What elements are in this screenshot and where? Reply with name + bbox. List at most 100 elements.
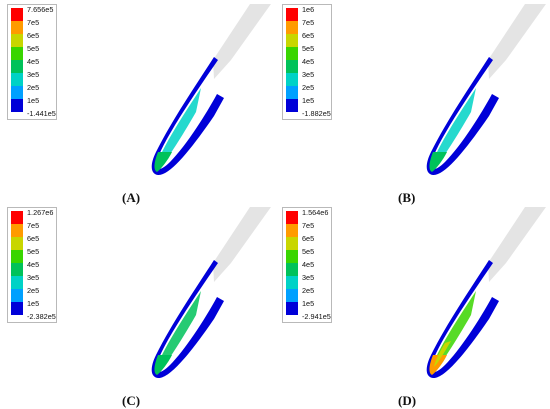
legend-value-label: 3e5 — [302, 273, 315, 282]
stress-tip-region — [154, 355, 172, 375]
legend-value-label: -2.941e5 — [302, 312, 331, 321]
legend-value-label: 7e5 — [302, 221, 315, 230]
legend-value-label: -1.441e5 — [27, 109, 56, 118]
stress-band — [158, 291, 201, 371]
grey-extension-region — [213, 207, 271, 282]
legend-value-label: 5e5 — [27, 247, 40, 256]
stress-tip-region — [429, 355, 447, 375]
legend-value-label: 1.564e6 — [302, 208, 329, 217]
legend-swatch — [286, 34, 298, 47]
legend-value-label: 6e5 — [302, 234, 315, 243]
stress-band — [158, 88, 201, 168]
legend-swatch — [11, 237, 23, 250]
legend-color-bar — [11, 8, 23, 112]
stress-contour-plot — [426, 207, 546, 379]
legend-swatch — [286, 263, 298, 276]
legend-value-label: 7.656e5 — [27, 5, 54, 14]
panel-c: 1.267e6 7e5 6e5 5e5 4e5 3e5 2e5 1e5 -2.382e5 — [0, 203, 275, 406]
legend-value-label: 1e5 — [302, 299, 315, 308]
legend-value-label: 3e5 — [27, 273, 40, 282]
legend-swatch — [11, 60, 23, 73]
legend-swatch — [11, 73, 23, 86]
legend-value-label: 7e5 — [302, 18, 315, 27]
body-outline — [151, 57, 224, 176]
legend-swatch — [11, 211, 23, 224]
legend-value-label: 4e5 — [302, 57, 315, 66]
stress-band — [433, 88, 476, 168]
legend-swatch — [286, 99, 298, 112]
stress-contour-plot — [151, 4, 271, 176]
legend-swatch — [11, 34, 23, 47]
legend-value-label: 4e5 — [27, 260, 40, 269]
legend-value-label: 6e5 — [302, 31, 315, 40]
legend-value-label: 5e5 — [27, 44, 40, 53]
grey-extension-region — [488, 4, 546, 79]
legend-swatch — [11, 8, 23, 21]
grey-extension-region — [213, 4, 271, 79]
body-outline — [426, 57, 499, 176]
legend-swatch — [11, 47, 23, 60]
color-legend: 1e6 7e5 6e5 5e5 4e5 3e5 2e5 1e5 -1.882e5 — [282, 4, 332, 120]
legend-value-label: 7e5 — [27, 18, 40, 27]
legend-value-label: 1.267e6 — [27, 208, 54, 217]
legend-value-label: 2e5 — [302, 286, 315, 295]
legend-value-label: 5e5 — [302, 44, 315, 53]
panel-label: (C) — [122, 393, 141, 408]
legend-swatch — [286, 21, 298, 34]
legend-value-label: 1e5 — [27, 299, 40, 308]
legend-value-label: -1.882e5 — [302, 109, 331, 118]
legend-swatch — [11, 302, 23, 315]
legend-value-label: 3e5 — [302, 70, 315, 79]
legend-swatch — [286, 73, 298, 86]
legend-swatch — [11, 99, 23, 112]
legend-swatch — [286, 211, 298, 224]
legend-swatch — [11, 289, 23, 302]
legend-value-label: 1e6 — [302, 5, 315, 14]
legend-swatch — [286, 60, 298, 73]
legend-swatch — [286, 47, 298, 60]
legend-value-label: 6e5 — [27, 234, 40, 243]
legend-value-label: 1e5 — [302, 96, 315, 105]
legend-value-label: 4e5 — [302, 260, 315, 269]
legend-value-label: 2e5 — [302, 83, 315, 92]
legend-swatch — [286, 250, 298, 263]
panel-label: (A) — [122, 190, 141, 205]
panel-b: 1e6 7e5 6e5 5e5 4e5 3e5 2e5 1e5 -1.882e5 — [275, 0, 550, 203]
stress-contour-plot — [426, 4, 546, 176]
stress-contour-plot — [151, 207, 271, 379]
panel-label: (D) — [398, 393, 417, 408]
legend-color-bar — [286, 211, 298, 315]
legend-swatch — [286, 224, 298, 237]
legend-value-label: 2e5 — [27, 286, 40, 295]
grey-extension-region — [488, 207, 546, 282]
legend-swatch — [286, 237, 298, 250]
legend-swatch — [286, 8, 298, 21]
legend-swatch — [11, 263, 23, 276]
legend-swatch — [286, 289, 298, 302]
high-stress-region — [434, 341, 451, 367]
legend-swatch — [286, 302, 298, 315]
legend-value-label: 4e5 — [27, 57, 40, 66]
legend-swatch — [286, 276, 298, 289]
legend-value-label: 6e5 — [27, 31, 40, 40]
legend-color-bar — [11, 211, 23, 315]
legend-color-bar — [286, 8, 298, 112]
stress-tip-region — [429, 152, 447, 172]
legend-value-label: 5e5 — [302, 247, 315, 256]
panel-a: 7.656e5 7e5 6e5 5e5 4e5 3e5 2e5 1e5 -1.441e5 — [0, 0, 275, 203]
legend-swatch — [11, 86, 23, 99]
legend-value-label: 2e5 — [27, 83, 40, 92]
stress-tip-region — [154, 152, 172, 172]
body-outline — [426, 260, 499, 379]
legend-swatch — [11, 21, 23, 34]
legend-value-label: 3e5 — [27, 70, 40, 79]
color-legend: 7.656e5 7e5 6e5 5e5 4e5 3e5 2e5 1e5 -1.441e5 — [7, 4, 57, 120]
legend-value-label: -2.382e5 — [27, 312, 56, 321]
body-outline — [151, 260, 224, 379]
legend-swatch — [11, 224, 23, 237]
legend-swatch — [286, 86, 298, 99]
legend-swatch — [11, 250, 23, 263]
legend-value-label: 1e5 — [27, 96, 40, 105]
panel-d: 1.564e6 7e5 6e5 5e5 4e5 3e5 2e5 1e5 -2.941e5 — [275, 203, 550, 406]
panel-label: (B) — [398, 190, 416, 205]
